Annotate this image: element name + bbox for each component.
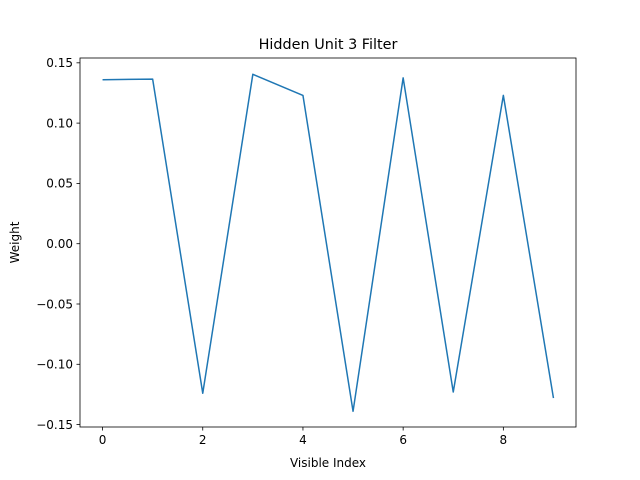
y-axis-label: Weight — [8, 221, 22, 263]
x-axis-ticks: 0 2 4 6 8 — [99, 427, 507, 447]
series-line-0 — [102, 73, 555, 413]
y-tick-label: 0.05 — [46, 177, 73, 191]
x-tick-label: 2 — [199, 433, 207, 447]
x-axis-label: Visible Index — [290, 456, 366, 470]
plot-area — [80, 58, 576, 427]
y-tick-label: −0.05 — [36, 297, 73, 311]
y-tick-label: 0.10 — [46, 116, 73, 130]
x-tick-label: 8 — [500, 433, 508, 447]
chart-title: Hidden Unit 3 Filter — [259, 37, 398, 53]
series-layer — [102, 73, 555, 413]
y-tick-label: −0.15 — [36, 418, 73, 432]
plot-frame — [79, 57, 577, 428]
y-tick-label: −0.10 — [36, 358, 73, 372]
x-tick-label: 6 — [399, 433, 407, 447]
y-tick-label: 0.00 — [46, 237, 73, 251]
x-tick-label: 0 — [99, 433, 107, 447]
x-tick-label: 4 — [299, 433, 307, 447]
y-axis-ticks: −0.15 −0.10 −0.05 0.00 0.05 0.10 0.15 — [36, 56, 80, 432]
y-tick-label: 0.15 — [46, 56, 73, 70]
